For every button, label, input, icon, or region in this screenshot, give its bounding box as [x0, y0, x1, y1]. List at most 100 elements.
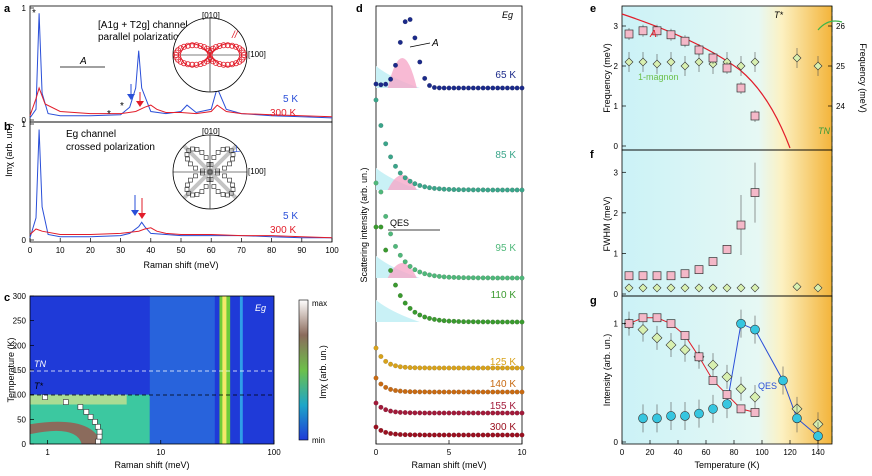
g-A-point [708, 376, 718, 385]
polar-b-point [203, 155, 209, 160]
d-point [431, 316, 437, 322]
d-point [485, 85, 491, 91]
d-point [446, 85, 452, 91]
d-point [485, 410, 491, 416]
d-point [422, 314, 428, 320]
d-point [436, 186, 442, 192]
d-point [422, 75, 428, 81]
d-point [388, 361, 394, 367]
d-point [383, 384, 389, 390]
c-axis-ticks: 0 50 100 150 200 250 300 1 10 100 [13, 292, 282, 457]
d-point [441, 186, 447, 192]
polar-a-point [240, 49, 247, 56]
polar-a-point [180, 60, 187, 67]
d-point [417, 269, 423, 275]
d-point [402, 300, 408, 306]
d-point [504, 389, 510, 395]
g-A-point [736, 404, 746, 414]
d-qes-fill [376, 300, 420, 322]
d-qes-fill [376, 168, 420, 190]
d-point [480, 365, 486, 371]
g-A-point [652, 313, 662, 323]
d-point [485, 389, 491, 395]
d-xlabel: Raman shift (meV) [411, 460, 486, 470]
polar-b-fit [182, 144, 238, 200]
e-ytick-right-label: 25 [836, 62, 845, 71]
d-point [456, 275, 462, 281]
c-xtick-label: 1 [45, 448, 50, 457]
ab-xtick-label: 90 [297, 246, 306, 255]
polar-b-point [193, 173, 198, 179]
f-A-point [736, 220, 746, 230]
c-ytick-label: 0 [22, 440, 27, 449]
d-point [509, 410, 515, 416]
d-point [475, 275, 481, 281]
polar-b-point [211, 155, 217, 160]
d-point [514, 319, 520, 325]
heatmap-phonon-2 [239, 296, 243, 444]
e-ylabel: Frequency (meV) [602, 43, 612, 113]
f-magnon-point [638, 283, 648, 293]
heatmap-A-marker [96, 433, 103, 440]
panel-a-polar-plot: [010] [100] // [172, 11, 266, 93]
d-point [509, 319, 515, 325]
d-point [402, 432, 408, 438]
d-point [417, 365, 423, 371]
d-point [500, 389, 506, 395]
d-point [495, 365, 501, 371]
e-magnon-point [750, 57, 760, 67]
d-point [441, 432, 447, 438]
d-point [373, 424, 379, 430]
d-point [480, 432, 486, 438]
e-A-point [666, 30, 676, 40]
d-point [393, 388, 399, 394]
heatmap-A-marker [96, 428, 103, 435]
b-arrow-blue-head [131, 210, 139, 216]
e-right-axis-arrow [817, 20, 843, 31]
e-magnon-point [792, 53, 802, 63]
ab-xtick-label: 0 [28, 246, 33, 255]
d-point [485, 275, 491, 281]
d-point [500, 432, 506, 438]
d-point [388, 231, 394, 237]
panel-label-e: e [590, 3, 596, 15]
panel-label-d: d [356, 3, 363, 15]
d-point [431, 389, 437, 395]
c-ytick-label: 50 [17, 415, 26, 424]
d-point [397, 432, 403, 438]
d-point [509, 365, 515, 371]
d-point [407, 432, 413, 438]
d-point [402, 410, 408, 416]
d-point [388, 76, 394, 82]
polar-b-point [230, 156, 235, 162]
f-A-point [694, 265, 704, 275]
polar-a-point [180, 43, 187, 50]
f-magnon-point [792, 282, 802, 292]
d-point [422, 365, 428, 371]
c-Tstar-label: T* [34, 381, 43, 391]
d-point [431, 365, 437, 371]
d-mode-fill [387, 175, 417, 190]
e-A-point [708, 53, 718, 63]
d-point [422, 410, 428, 416]
d-point [373, 345, 379, 351]
d-point [480, 275, 486, 281]
e-A-point [638, 26, 648, 36]
d-point [402, 389, 408, 395]
g-xtick-label: 140 [811, 448, 825, 457]
heatmap-Tstar-band [30, 394, 127, 405]
g-magnon-point [707, 359, 719, 371]
d-series-label: 140 K [490, 379, 516, 390]
d-point [519, 410, 525, 416]
g-magnon-point [735, 383, 747, 395]
f-A-point [680, 269, 690, 279]
d-point [475, 389, 481, 395]
heatmap-A-marker [95, 438, 101, 445]
polar-a-point [197, 43, 204, 50]
d-point [412, 309, 418, 315]
d-point [407, 17, 413, 23]
d-point [436, 85, 442, 91]
g-qes-point [722, 399, 732, 409]
series-5K [29, 13, 333, 119]
polar-b-point [227, 161, 232, 167]
